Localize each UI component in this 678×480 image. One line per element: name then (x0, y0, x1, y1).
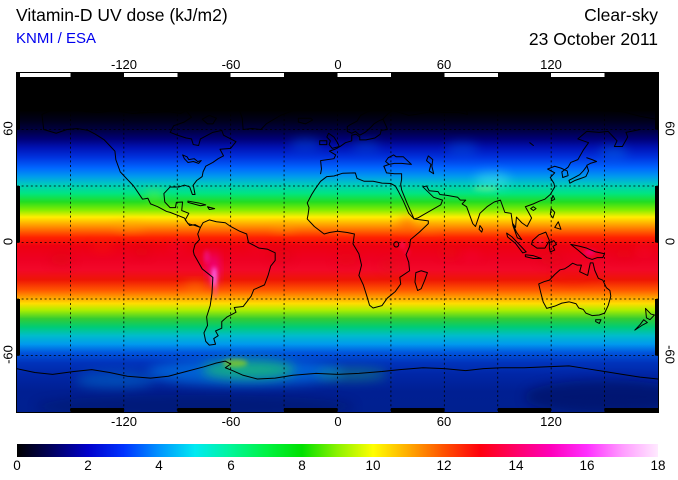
lat-tick-left: -60 (0, 345, 16, 364)
colorbar-tick: 0 (13, 458, 21, 473)
colorbar-tick: 14 (508, 458, 524, 473)
lat-tick-left: 0 (0, 237, 16, 246)
colorbar-tick: 10 (365, 458, 381, 473)
condition-label: Clear-sky (584, 5, 658, 25)
lon-tick-bottom: -60 (221, 414, 241, 429)
lon-tick-bottom: 60 (436, 414, 452, 429)
lon-tick-bottom: 120 (540, 414, 562, 429)
lon-tick-bottom: -120 (110, 414, 138, 429)
lon-tick-top: 0 (334, 57, 342, 72)
lon-tick-top: 120 (540, 57, 562, 72)
lat-tick-left: 60 (0, 121, 16, 136)
graticule (17, 73, 658, 412)
colorbar-tick: 18 (650, 458, 666, 473)
lon-tick-bottom: 0 (334, 414, 342, 429)
page-title: Vitamin-D UV dose (kJ/m2) (16, 5, 228, 25)
colorbar (17, 444, 658, 457)
lat-tick-right: 60 (662, 121, 678, 136)
lat-tick-right: 0 (662, 237, 678, 246)
colorbar-tick: 16 (579, 458, 595, 473)
world-uv-map (16, 72, 659, 413)
colorbar-tick: 2 (84, 458, 92, 473)
credit-label: KNMI / ESA (16, 30, 97, 47)
colorbar-tick: 6 (227, 458, 235, 473)
date-label: 23 October 2011 (528, 29, 658, 49)
colorbar-tick: 8 (298, 458, 306, 473)
lon-tick-top: -120 (110, 57, 138, 72)
lon-tick-top: 60 (436, 57, 452, 72)
uv-heatmap-canvas (17, 73, 658, 412)
lon-tick-top: -60 (221, 57, 241, 72)
coastlines (17, 89, 658, 379)
colorbar-tick: 4 (155, 458, 163, 473)
lat-tick-right: -60 (662, 345, 678, 364)
colorbar-tick: 12 (436, 458, 452, 473)
